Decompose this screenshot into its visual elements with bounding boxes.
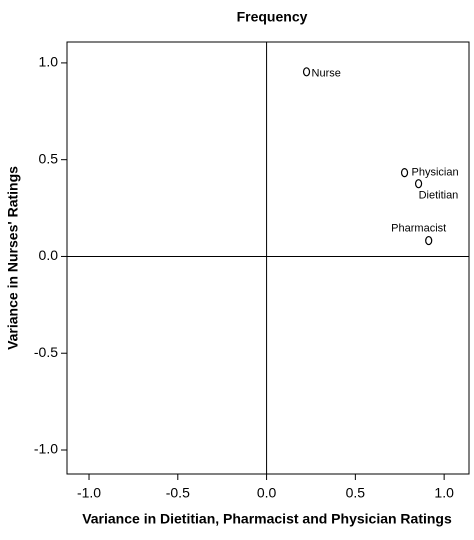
y-tick-label: -1.0	[34, 441, 58, 457]
point	[302, 67, 311, 77]
y-tick-label: 0.5	[39, 150, 59, 166]
plot-frame	[66, 41, 470, 475]
point-label: Physician	[412, 167, 459, 179]
point	[414, 179, 423, 189]
point-label: Dietitian	[419, 190, 459, 202]
x-tick-label: 0.0	[257, 485, 277, 501]
chart-title: Frequency	[237, 9, 308, 25]
point	[425, 235, 433, 246]
y-tick-label: 1.0	[39, 54, 59, 70]
y-tick-label: -0.5	[34, 344, 58, 360]
y-tick-label: 0.0	[39, 247, 59, 263]
x-tick-label: -1.0	[77, 485, 101, 501]
x-axis-label: Variance in Dietitian, Pharmacist and Ph…	[82, 511, 452, 527]
x-tick-label: 0.5	[346, 485, 366, 501]
point-label: Pharmacist	[391, 222, 446, 234]
x-tick-label: 1.0	[434, 485, 454, 501]
y-axis-label: Variance in Nurses' Ratings	[5, 166, 21, 350]
point	[400, 168, 409, 178]
point-label: Nurse	[312, 68, 341, 80]
x-tick-label: -0.5	[166, 485, 190, 501]
